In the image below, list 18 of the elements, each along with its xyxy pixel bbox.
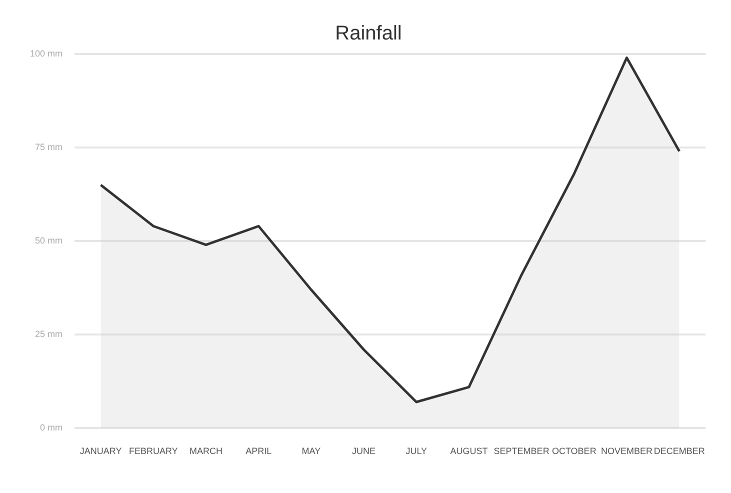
- y-tick-label: 25 mm: [34, 329, 63, 340]
- x-tick-label: JANUARY: [80, 446, 122, 456]
- x-tick-label: MAY: [302, 446, 321, 456]
- chart-title: Rainfall: [335, 22, 402, 45]
- y-tick-label: 100 mm: [30, 48, 63, 58]
- x-tick-label: NOVEMBER: [600, 446, 653, 456]
- x-tick-label: AUGUST: [450, 446, 488, 456]
- y-tick-label: 0 mm: [40, 422, 63, 433]
- x-tick-label: MARCH: [189, 446, 222, 456]
- x-tick-label: DECEMBER: [654, 446, 706, 456]
- x-tick-label: FEBRUARY: [128, 446, 178, 456]
- x-tick-label: APRIL: [246, 446, 272, 456]
- x-tick-label: JUNE: [352, 446, 376, 456]
- x-tick-label: SEPTEMBER: [494, 446, 550, 456]
- x-tick-label: OCTOBER: [552, 446, 597, 456]
- x-tick-label: JULY: [406, 446, 428, 456]
- y-tick-label: 50 mm: [34, 236, 63, 246]
- y-tick-label: 75 mm: [34, 142, 63, 152]
